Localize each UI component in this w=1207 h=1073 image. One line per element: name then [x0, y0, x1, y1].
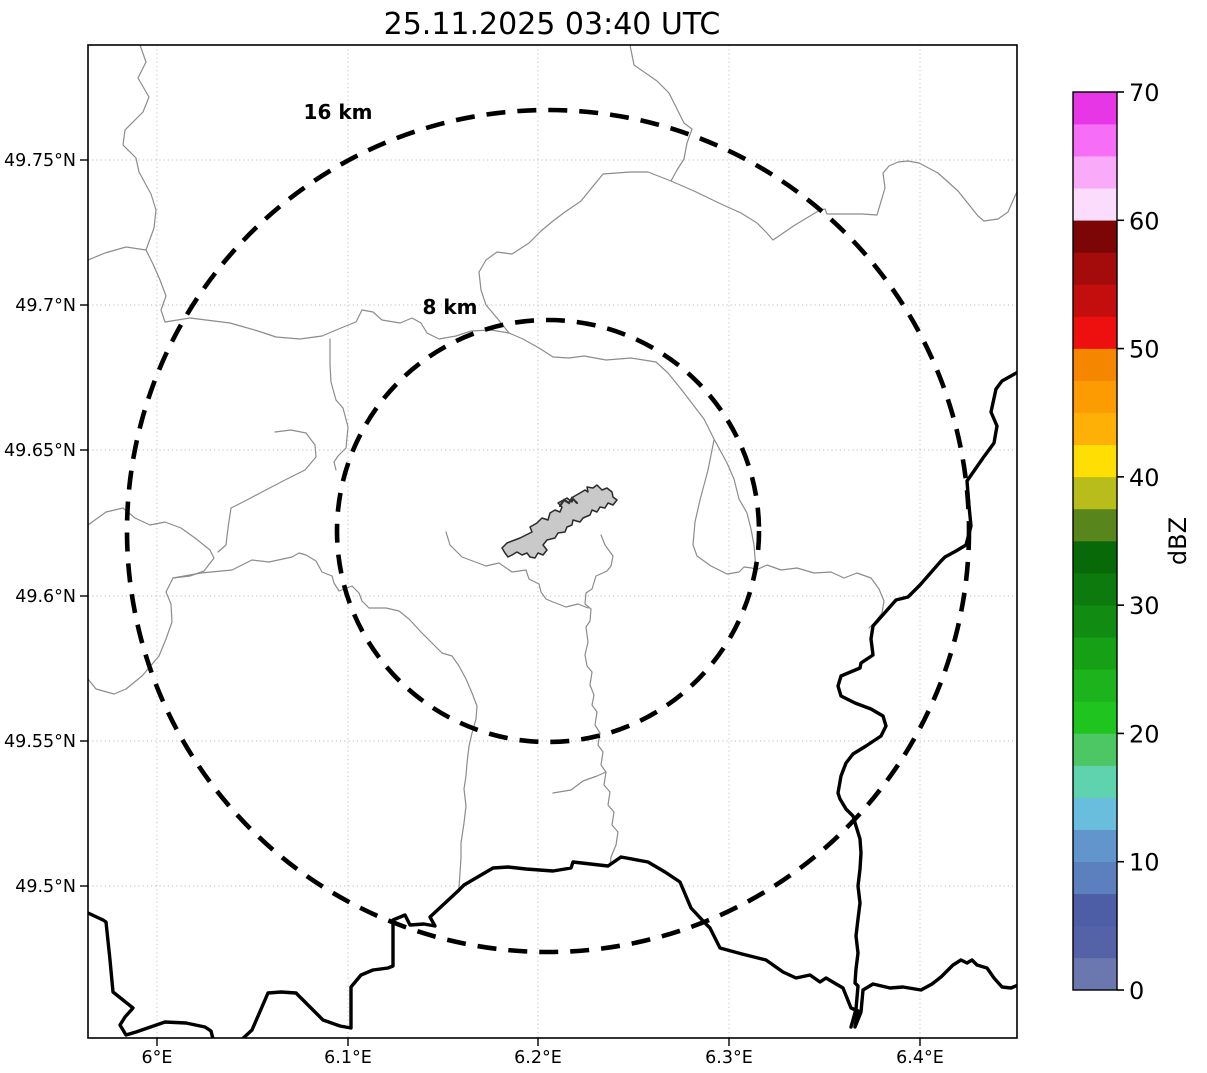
admin-boundary-line — [445, 531, 589, 609]
x-tick-label: 6.2°E — [514, 1048, 562, 1068]
airport-buildings-mark — [558, 496, 579, 508]
admin-boundary-line — [692, 439, 885, 629]
admin-boundary-line — [329, 338, 349, 471]
colorbar-band — [1073, 252, 1117, 285]
range-ring-8km — [334, 317, 762, 745]
colorbar-band — [1073, 508, 1117, 542]
admin-boundary-line — [478, 171, 672, 334]
colorbar-tick-label: 30 — [1129, 592, 1160, 620]
colorbar-band — [1073, 155, 1117, 189]
y-tick-label: 49.6°N — [15, 587, 76, 607]
colorbar-band — [1073, 540, 1117, 574]
y-axis: 49.75°N 49.7°N 49.65°N 49.6°N 49.55°N 49.5°N — [4, 151, 88, 897]
x-tick-label: 6.1°E — [324, 1048, 372, 1068]
colorbar-band — [1073, 412, 1117, 446]
x-axis: 6°E 6.1°E 6.2°E 6.3°E 6.4°E — [142, 1038, 944, 1068]
colorbar-band — [1073, 219, 1117, 253]
admin-boundary-line — [552, 771, 607, 794]
y-tick-label: 49.65°N — [4, 441, 76, 461]
colorbar-band — [1073, 476, 1117, 510]
admin-boundary-line — [88, 507, 215, 695]
colorbar-band — [1073, 636, 1117, 670]
y-tick-label: 49.5°N — [15, 877, 76, 897]
colorbar-tick-label: 10 — [1129, 849, 1160, 877]
admin-boundary-line — [164, 309, 757, 571]
colorbar-band — [1073, 733, 1117, 766]
colorbar: 0 10 20 30 40 50 60 70 — [1073, 79, 1160, 1005]
colorbar-tick-label: 50 — [1129, 336, 1160, 364]
colorbar-band — [1073, 572, 1117, 606]
colorbar-band — [1073, 284, 1117, 317]
x-tick-label: 6.4°E — [896, 1048, 944, 1068]
colorbar-band — [1073, 123, 1117, 157]
colorbar-band — [1073, 380, 1117, 414]
admin-boundary-line — [88, 246, 147, 261]
colorbar-band — [1073, 829, 1117, 863]
colorbar-band — [1073, 316, 1117, 349]
colorbar-band — [1073, 957, 1117, 991]
colorbar-band — [1073, 925, 1117, 959]
airport-area — [501, 484, 618, 559]
admin-boundary-line — [629, 45, 693, 182]
y-tick-label: 49.55°N — [4, 732, 76, 752]
admin-boundary-line — [217, 429, 317, 553]
colorbar-band — [1073, 187, 1117, 221]
ring-label-16km: 16 km — [304, 100, 373, 124]
colorbar-band — [1073, 765, 1117, 798]
colorbar-tick-label: 0 — [1129, 977, 1144, 1005]
colorbar-tick-label: 60 — [1129, 207, 1160, 235]
colorbar-band — [1073, 91, 1117, 125]
colorbar-band — [1073, 797, 1117, 830]
colorbar-band — [1073, 348, 1117, 381]
figure-title: 25.11.2025 03:40 UTC — [384, 7, 721, 42]
colorbar-band — [1073, 668, 1117, 702]
admin-boundary-line — [172, 552, 478, 889]
colorbar-band — [1073, 701, 1117, 734]
gridlines — [88, 45, 1017, 1038]
ring-label-8km: 8 km — [422, 295, 477, 319]
colorbar-tick-label: 40 — [1129, 464, 1160, 492]
colorbar-tick-label: 70 — [1129, 79, 1160, 107]
country-borders — [88, 370, 1017, 1038]
admin-boundaries — [88, 45, 1017, 889]
colorbar-band — [1073, 444, 1117, 478]
x-tick-label: 6.3°E — [705, 1048, 753, 1068]
range-ring-16km — [124, 107, 972, 955]
colorbar-band — [1073, 861, 1117, 895]
country-border-east — [836, 370, 1017, 1029]
country-border-south — [88, 855, 1017, 1038]
y-tick-label: 49.7°N — [15, 296, 76, 316]
colorbar-tick-label: 20 — [1129, 720, 1160, 748]
map-frame — [87, 44, 1018, 1039]
colorbar-band — [1073, 893, 1117, 927]
colorbar-frame — [1072, 91, 1118, 991]
colorbar-label: dBZ — [1164, 517, 1192, 565]
map-features — [88, 45, 1017, 1038]
admin-boundary-line — [122, 45, 167, 323]
colorbar-band — [1073, 604, 1117, 638]
x-tick-label: 6°E — [142, 1048, 173, 1068]
airport-area-polygon — [501, 484, 618, 559]
y-tick-label: 49.75°N — [4, 151, 76, 171]
admin-boundary-line — [670, 160, 1017, 241]
admin-boundary-line — [584, 534, 619, 867]
